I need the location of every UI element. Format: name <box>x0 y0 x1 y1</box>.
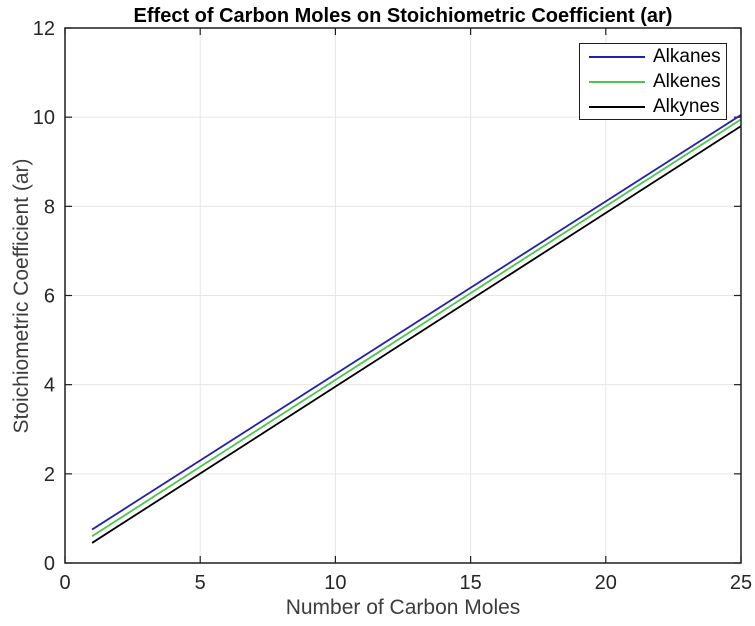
legend-item-alkynes: Alkynes <box>580 94 726 119</box>
y-axis-label: Stoichiometric Coefficient (ar) <box>10 158 33 434</box>
series-line-alkanes <box>91 114 742 531</box>
x-tick-label: 20 <box>595 572 617 594</box>
y-tick-label: 8 <box>44 196 55 218</box>
series-line-alkynes <box>91 125 742 544</box>
x-tick-label: 0 <box>59 572 70 594</box>
series-line-alkenes <box>91 118 742 538</box>
legend-line-sample <box>589 55 645 58</box>
legend-item-label: Alkenes <box>653 70 721 92</box>
x-tick-label: 10 <box>324 572 346 594</box>
legend-line-sample <box>589 105 645 108</box>
y-tick-label: 4 <box>44 375 55 397</box>
legend-item-label: Alkynes <box>653 95 720 117</box>
x-tick-label: 15 <box>459 572 481 594</box>
axes-box <box>64 27 742 564</box>
x-tick-label: 25 <box>730 572 752 594</box>
legend-item-alkanes: Alkanes <box>580 44 726 69</box>
y-tick-label: 0 <box>44 553 55 575</box>
x-tick-label: 5 <box>195 572 206 594</box>
legend-line-sample <box>589 80 645 83</box>
y-tick-label: 2 <box>44 464 55 486</box>
x-axis-label: Number of Carbon Moles <box>285 596 521 619</box>
y-tick-label: 6 <box>44 286 55 308</box>
legend-item-label: Alkanes <box>653 45 721 67</box>
legend-item-alkenes: Alkenes <box>580 69 726 94</box>
chart-title: Effect of Carbon Moles on Stoichiometric… <box>133 5 673 27</box>
y-tick-label: 12 <box>33 18 55 40</box>
legend: Alkanes Alkenes Alkynes <box>579 43 727 120</box>
y-tick-label: 10 <box>33 107 55 129</box>
